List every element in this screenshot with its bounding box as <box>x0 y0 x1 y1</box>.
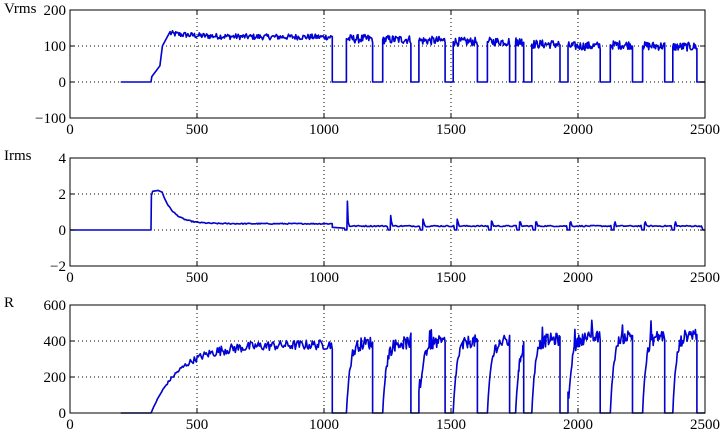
y-tick-label: 100 <box>44 39 67 55</box>
y-axis-label: Vrms <box>4 1 37 17</box>
x-tick-label: 2500 <box>690 417 720 433</box>
y-tick-label: 4 <box>59 151 67 167</box>
plot-area <box>70 158 705 266</box>
x-tick-label: 2000 <box>563 270 593 286</box>
y-tick-label: 0 <box>59 406 67 422</box>
x-tick-label: 500 <box>186 122 209 138</box>
series-line <box>120 30 705 83</box>
y-tick-label: 0 <box>59 223 67 239</box>
x-tick-label: 0 <box>66 270 74 286</box>
y-tick-label: −2 <box>50 259 66 275</box>
y-axis-label: Irms <box>4 148 32 164</box>
series-line <box>70 189 705 231</box>
axes-frame <box>69 304 706 414</box>
y-tick-label: 0 <box>59 75 67 91</box>
y-axis-label: R <box>4 295 14 311</box>
y-tick-label: 200 <box>44 370 67 386</box>
x-tick-label: 1000 <box>309 122 339 138</box>
x-tick-label: 1000 <box>309 270 339 286</box>
plot-2: 0 500 1000 1500 2000 2500 0 200 400 600 R <box>4 295 720 433</box>
axes-frame <box>69 157 706 267</box>
x-tick-label: 2500 <box>690 270 720 286</box>
y-tick-label: 2 <box>59 187 67 203</box>
plot-area <box>70 10 705 118</box>
x-tick-label: 0 <box>66 122 74 138</box>
y-tick-label: 200 <box>44 3 67 19</box>
x-tick-label: 500 <box>186 270 209 286</box>
series-line <box>120 319 705 414</box>
x-tick-label: 1500 <box>436 417 466 433</box>
y-tick-label: 600 <box>44 298 67 314</box>
x-tick-label: 500 <box>186 417 209 433</box>
y-tick-label: −100 <box>35 111 66 127</box>
x-tick-label: 2000 <box>563 122 593 138</box>
axes-frame <box>69 9 706 119</box>
x-tick-label: 1500 <box>436 122 466 138</box>
x-tick-label: 2500 <box>690 122 720 138</box>
x-tick-label: 2000 <box>563 417 593 433</box>
x-tick-label: 1500 <box>436 270 466 286</box>
x-tick-label: 1000 <box>309 417 339 433</box>
x-tick-label: 0 <box>66 417 74 433</box>
y-tick-label: 400 <box>44 334 67 350</box>
